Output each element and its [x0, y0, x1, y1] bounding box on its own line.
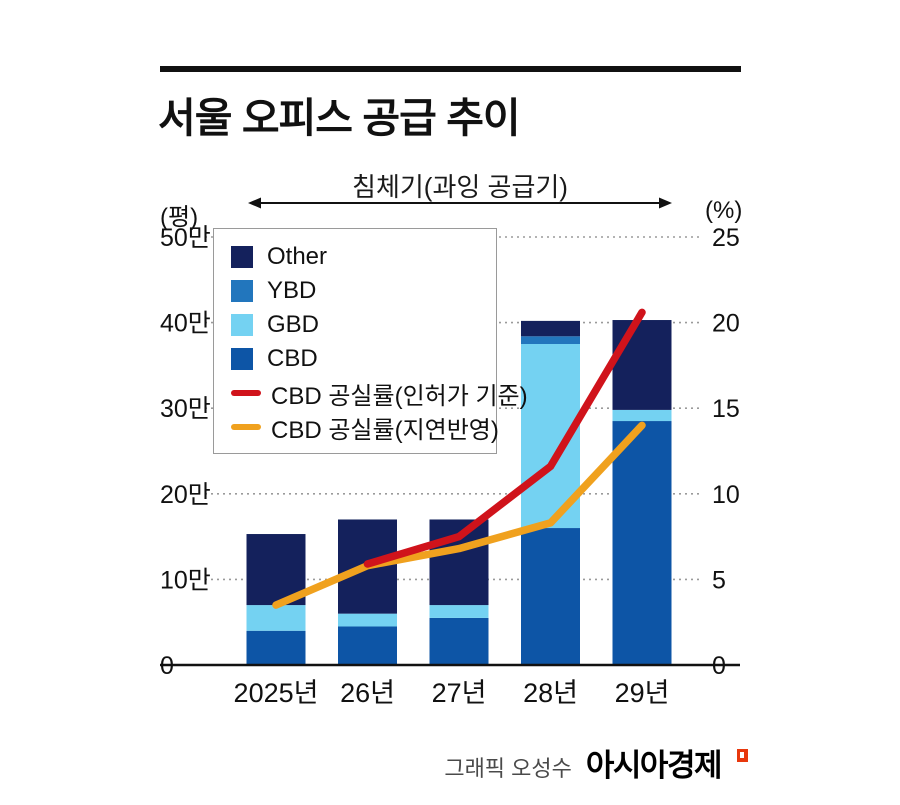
bar-segment-cbd	[429, 617, 489, 665]
x-axis-category-label: 2025년	[234, 678, 319, 708]
legend-label: YBD	[267, 277, 317, 304]
legend-item: GBD	[231, 308, 486, 342]
left-axis-tick: 50만	[160, 224, 211, 252]
chart-legend: Other YBD GBD CBD CBD 공실률(인허가 기준) CBD 공실률(지연반…	[213, 228, 528, 454]
bar-segment-cbd	[246, 630, 306, 665]
right-axis-tick: 20	[712, 310, 740, 338]
bar-segment-gbd	[246, 605, 306, 631]
bar-segment-gbd	[429, 605, 489, 618]
legend-label: CBD	[267, 345, 318, 372]
x-axis-category-label: 29년	[615, 678, 670, 708]
annotation-arrow-right-head	[659, 197, 672, 209]
legend-label: CBD 공실률(인허가 기준)	[271, 382, 528, 410]
legend-label: CBD 공실률(지연반영)	[271, 416, 499, 444]
legend-line-swatch	[231, 390, 261, 396]
legend-label: Other	[267, 243, 328, 270]
publisher-logo: 아시아경제	[585, 748, 723, 783]
bar-segment-gbd	[338, 613, 397, 627]
bar-segment-gbd	[612, 409, 672, 422]
bar-segment-cbd	[338, 626, 397, 665]
footer: 그래픽 오성수 아시아경제	[444, 740, 748, 785]
top-rule	[160, 66, 741, 72]
vacancy-line-delayed	[272, 421, 646, 609]
x-axis-category-label: 26년	[340, 678, 395, 708]
legend-square-swatch	[231, 280, 253, 302]
legend-item: YBD	[231, 274, 486, 308]
right-axis-tick: 5	[712, 566, 726, 594]
left-axis-tick: 20만	[160, 481, 211, 509]
footer-credit: 그래픽 오성수	[444, 756, 572, 781]
legend-item: Other	[231, 240, 486, 274]
legend-square-swatch	[231, 348, 253, 370]
bar-segment-other	[612, 320, 672, 410]
right-axis-unit-label: (%)	[705, 197, 743, 224]
x-axis-category-label: 28년	[523, 678, 578, 708]
bar-segment-cbd	[612, 421, 672, 665]
publisher-logo-mark	[737, 749, 748, 762]
legend-item: CBD 공실률(인허가 기준)	[231, 376, 528, 410]
legend-square-swatch	[231, 246, 253, 268]
right-axis-tick: 10	[712, 481, 740, 509]
legend-square-swatch	[231, 314, 253, 336]
left-axis-tick: 40만	[160, 310, 211, 338]
left-axis-tick: 30만	[160, 395, 211, 423]
right-axis-tick: 25	[712, 224, 740, 252]
legend-label: GBD	[267, 311, 320, 338]
left-axis-tick: 0	[160, 652, 174, 680]
legend-item: CBD	[231, 342, 486, 376]
right-axis-tick: 15	[712, 395, 740, 423]
page-title: 서울 오피스 공급 추이	[158, 95, 521, 141]
legend-item: CBD 공실률(지연반영)	[231, 410, 499, 444]
bar-segment-ybd	[521, 336, 580, 344]
vacancy-line-permit_basis	[363, 308, 646, 568]
annotation-arrow-left-head	[248, 197, 261, 209]
x-axis-category-label: 27년	[432, 678, 487, 708]
right-axis-tick: 0	[712, 652, 726, 680]
left-axis-tick: 10만	[160, 566, 211, 594]
recession-period-annotation: 침체기(과잉 공급기)	[352, 172, 568, 202]
bar-segment-cbd	[521, 528, 580, 665]
legend-line-swatch	[231, 424, 261, 430]
left-axis-unit-label: (평)	[160, 204, 199, 231]
bar-segment-other	[521, 320, 580, 337]
